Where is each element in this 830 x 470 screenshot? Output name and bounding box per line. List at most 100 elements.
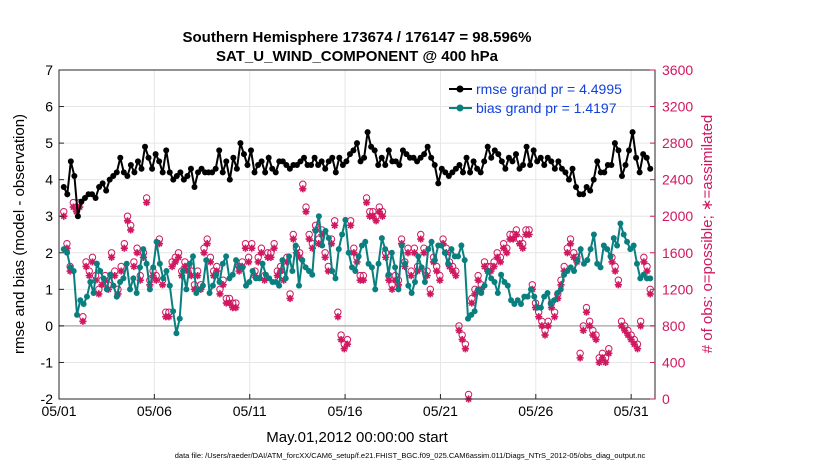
y-tick-label: -1 [41, 354, 54, 370]
obs-assimilated-point [525, 230, 533, 239]
obs-assimilated-point [388, 285, 396, 293]
bias-point [90, 289, 97, 296]
bias-point [392, 264, 399, 271]
x-tick-label: 05/11 [233, 403, 267, 419]
bias-point [329, 268, 336, 275]
obs-assimilated-point [595, 358, 603, 367]
bias-point [289, 268, 296, 275]
bias-point [368, 264, 375, 271]
obs-assimilated-point [305, 235, 313, 243]
chart-title: Southern Hemisphere 173674 / 176147 = 98… [183, 29, 532, 46]
bias-point [617, 220, 624, 227]
obs-assimilated-point [107, 253, 116, 261]
x-tick-label: 05/06 [137, 403, 172, 419]
rmse-point [103, 187, 110, 194]
legend-rmse-label: rmse grand pr = 4.4995 [476, 81, 622, 97]
bias-point [345, 249, 352, 256]
rmse-point [587, 187, 594, 194]
rmse-point [463, 154, 470, 161]
y-tick-label: 6 [45, 99, 53, 115]
rmse-point [626, 147, 633, 154]
bias-point [292, 242, 299, 249]
rmse-point [488, 154, 495, 161]
bias-point [590, 231, 597, 238]
bias-point [342, 216, 349, 223]
rmse-point [237, 140, 244, 147]
bias-point [279, 257, 286, 264]
rmse-point [495, 151, 502, 158]
obs-assimilated-point [503, 249, 511, 257]
rmse-point [615, 147, 622, 154]
bias-point [531, 293, 538, 300]
bias-point [438, 242, 445, 249]
rmse-point [251, 169, 258, 176]
rmse-point [601, 169, 608, 176]
obs-assimilated-point [566, 240, 575, 248]
obs-assimilated-point [321, 253, 329, 261]
obs-assimilated-point [538, 322, 546, 330]
rmse-point [113, 169, 120, 176]
obs-assimilated-point [296, 253, 304, 261]
rmse-point [226, 176, 233, 183]
obs-assimilated-point [257, 249, 265, 257]
obs-assimilated-point [407, 272, 415, 280]
obs-assimilated-point [82, 262, 90, 271]
bias-point [213, 271, 220, 278]
bias-point [411, 279, 418, 286]
x-tick-label: 05/26 [518, 403, 553, 419]
obs-assimilated-point [576, 354, 584, 362]
obs-assimilated-point [235, 267, 243, 275]
bias-point [103, 286, 110, 293]
bias-point [458, 242, 465, 249]
rmse-point [74, 213, 81, 220]
rmse-point [149, 165, 156, 172]
y-axis-label: rmse and bias (model - observation) [11, 114, 28, 354]
bias-point [64, 249, 71, 256]
obs-assimilated-point [621, 326, 629, 335]
obs-assimilated-point [155, 240, 163, 248]
y2-tick-label: 3600 [662, 62, 693, 78]
rmse-point [163, 147, 170, 154]
obs-assimilated-point [624, 331, 632, 339]
obs-assimilated-point [267, 253, 275, 261]
bias-point [425, 246, 432, 253]
obs-assimilated-point [123, 217, 132, 225]
y2-tick-label: 3200 [662, 99, 693, 115]
obs-assimilated-point [541, 331, 549, 339]
obs-assimilated-point [152, 276, 160, 284]
obs-assimilated-point [88, 258, 97, 266]
rmse-point [573, 183, 580, 190]
bias-point [160, 275, 167, 282]
obs-assimilated-point [630, 340, 638, 348]
x-tick-label: 05/01 [41, 403, 76, 419]
bias-point [607, 253, 614, 260]
bias-point [405, 282, 412, 289]
obs-assimilated-point [63, 244, 71, 252]
obs-assimilated-point [286, 294, 294, 303]
obs-assimilated-point [308, 244, 316, 252]
bias-point [630, 242, 637, 249]
bias-point [461, 257, 468, 264]
bias-point [574, 257, 581, 264]
rmse-point [629, 129, 636, 136]
bias-point [183, 286, 190, 293]
bias-point [478, 289, 485, 296]
bias-point [170, 308, 177, 315]
obs-assimilated-point [436, 276, 444, 284]
bias-point [388, 249, 395, 256]
bias-point [186, 260, 193, 267]
rmse-point [248, 147, 255, 154]
bias-point [408, 289, 415, 296]
obs-assimilated-point [95, 290, 103, 298]
rmse-point [134, 158, 141, 165]
obs-assimilated-point [69, 203, 77, 211]
obs-assimilated-point [190, 285, 199, 293]
rmse-point [350, 147, 357, 154]
bias-point [610, 235, 617, 242]
bias-point [127, 286, 134, 293]
rmse-point [647, 165, 654, 172]
rmse-point [145, 154, 152, 161]
bias-point [219, 260, 226, 267]
rmse-point [265, 154, 272, 161]
